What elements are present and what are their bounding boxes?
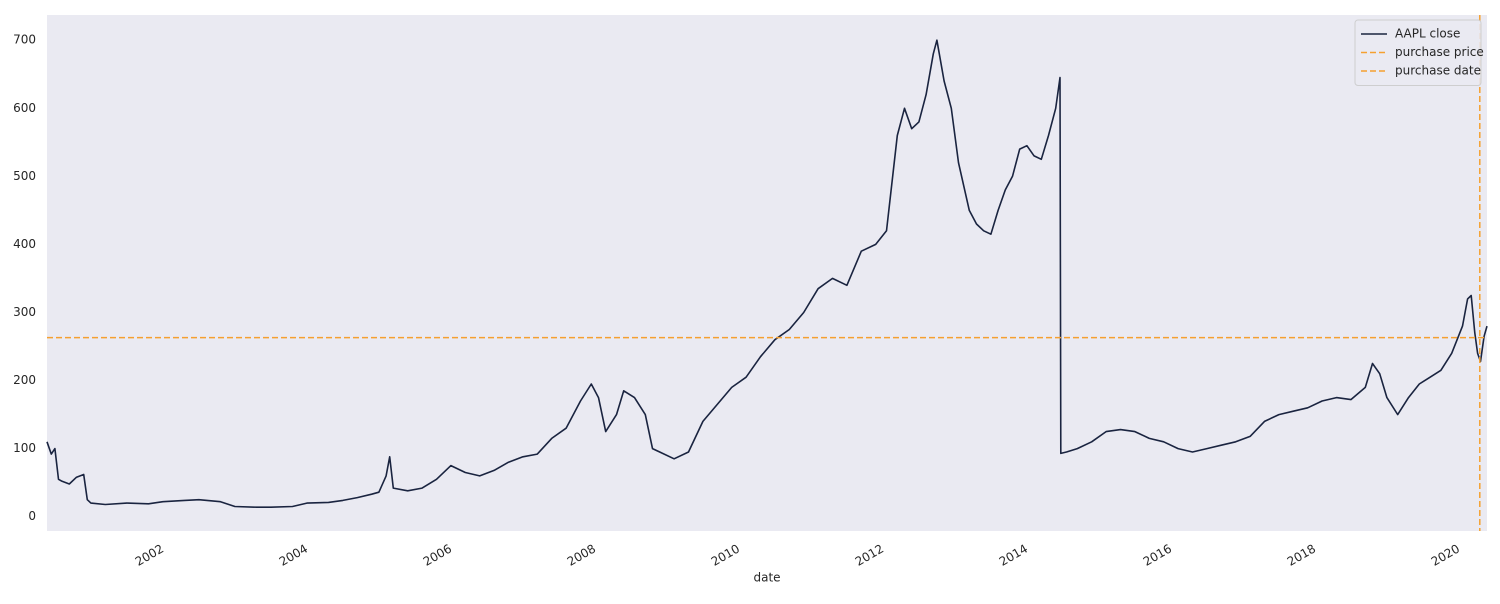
x-tick-label: 2006 bbox=[421, 542, 454, 569]
x-tick-label: 2014 bbox=[997, 542, 1030, 569]
y-tick-label: 500 bbox=[13, 169, 36, 183]
x-tick-label: 2008 bbox=[565, 542, 598, 569]
y-tick-label: 700 bbox=[13, 33, 36, 47]
x-tick-label: 2010 bbox=[709, 542, 742, 569]
x-tick-label: 2012 bbox=[853, 542, 886, 569]
y-tick-label: 600 bbox=[13, 101, 36, 115]
x-tick-label: 2020 bbox=[1429, 542, 1462, 569]
x-tick-label: 2018 bbox=[1285, 542, 1318, 569]
legend-box bbox=[1354, 19, 1482, 86]
x-tick-label: 2004 bbox=[277, 542, 310, 569]
legend-label: AAPL close bbox=[1395, 27, 1460, 41]
y-tick-label: 200 bbox=[13, 373, 36, 387]
y-tick-label: 100 bbox=[13, 441, 36, 455]
y-tick-label: 300 bbox=[13, 305, 36, 319]
legend: AAPL close purchase price purchase date bbox=[1354, 19, 1484, 86]
legend-label: purchase date bbox=[1395, 64, 1481, 78]
plot-area bbox=[47, 15, 1487, 531]
x-tick-label: 2016 bbox=[1141, 542, 1174, 569]
x-tick-label: 2002 bbox=[133, 542, 166, 569]
y-tick-label: 400 bbox=[13, 237, 36, 251]
legend-label: purchase price bbox=[1395, 45, 1484, 59]
price-line bbox=[46, 39, 1488, 508]
x-axis-label: date bbox=[753, 571, 780, 585]
y-tick-label: 0 bbox=[28, 509, 36, 523]
